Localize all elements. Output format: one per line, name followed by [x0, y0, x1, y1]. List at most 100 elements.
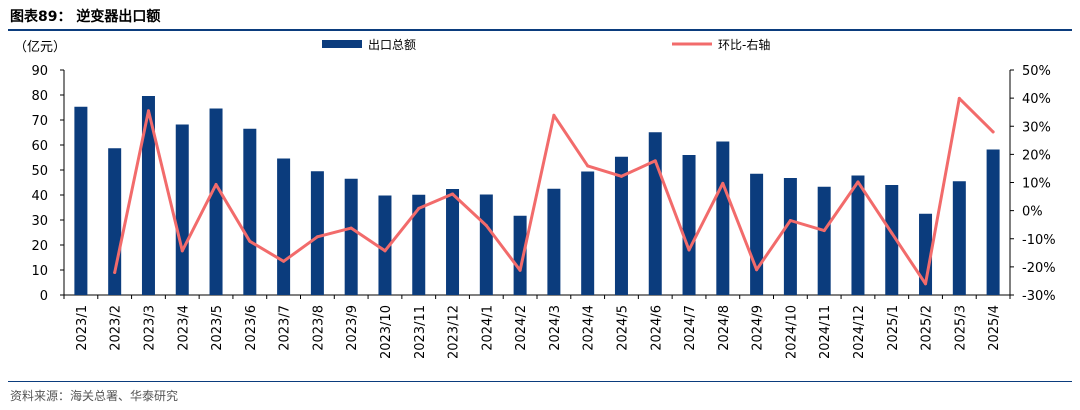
- y-left-tick-label: 10: [31, 264, 48, 279]
- y-right-tick-label: 10%: [1022, 177, 1051, 192]
- bar-2023/9: [344, 178, 358, 295]
- y-left-tick-label: 0: [40, 289, 48, 304]
- y-right-tick-label: 50%: [1022, 64, 1051, 79]
- x-tick-label: 2024/1: [480, 305, 495, 351]
- y-left-tick-label: 40: [31, 189, 48, 204]
- y-left-tick-label: 70: [31, 114, 48, 129]
- x-tick-label: 2023/3: [142, 305, 157, 351]
- x-tick-label: 2024/9: [751, 305, 766, 351]
- bar-2023/12: [446, 189, 460, 295]
- x-tick-label: 2023/5: [210, 305, 225, 351]
- x-tick-label: 2024/3: [548, 305, 563, 351]
- mom-point-2023/3: [146, 109, 150, 113]
- bar-2024/5: [614, 156, 628, 295]
- mom-point-2023/2: [113, 271, 117, 274]
- y-right-tick-label: 0%: [1022, 205, 1043, 220]
- bar-2024/12: [851, 175, 865, 295]
- y-left-tick-label: 30: [31, 214, 48, 229]
- y-left-tick-label: 20: [31, 239, 48, 254]
- bar-2024/10: [783, 178, 797, 295]
- title-rule: [8, 29, 1072, 31]
- left-unit-group: （亿元）: [14, 40, 66, 55]
- x-tick-label: 2023/7: [278, 305, 293, 351]
- mom-point-2023/7: [282, 259, 286, 263]
- x-tick-label: 2024/4: [582, 305, 597, 351]
- legend-line-label: 环比-右轴: [718, 37, 770, 52]
- bar-2025/4: [986, 149, 1000, 295]
- x-tick-label: 2023/12: [447, 305, 462, 359]
- bar-2023/4: [175, 124, 189, 295]
- bar-2025/2: [919, 213, 933, 295]
- mom-point-2024/10: [788, 218, 792, 222]
- bar-2023/6: [243, 128, 257, 295]
- mom-point-2025/1: [890, 231, 894, 235]
- mom-point-2024/8: [721, 181, 725, 185]
- bar-2024/8: [716, 141, 730, 295]
- x-tick-label: 2025/2: [920, 305, 935, 351]
- y-left-tick-label: 90: [31, 64, 48, 79]
- x-tick-label: 2023/8: [311, 305, 326, 351]
- mom-point-2023/6: [248, 239, 252, 243]
- bar-2024/1: [479, 194, 493, 295]
- y-right-tick-label: 20%: [1022, 148, 1051, 163]
- bar-2024/4: [581, 171, 595, 295]
- y-left-tick-label: 60: [31, 139, 48, 154]
- mom-point-2023/10: [383, 249, 387, 253]
- y-right-tick-label: -20%: [1022, 261, 1056, 276]
- bar-2024/7: [682, 155, 696, 295]
- mom-point-2023/8: [315, 235, 319, 239]
- x-tick-label: 2025/3: [953, 305, 968, 351]
- x-tick-label: 2024/12: [852, 305, 867, 359]
- y-right-tick-label: 30%: [1022, 120, 1051, 135]
- axes-layer: [60, 69, 1014, 299]
- mom-point-2024/6: [653, 159, 657, 163]
- labels-layer: 0 10 20 30 40 50 60 70 80 90 -30% -20% -10% 0% 10% 20% 3…: [31, 64, 1055, 359]
- mom-point-2024/9: [755, 268, 759, 272]
- mom-point-2024/1: [484, 224, 488, 228]
- x-tick-label: 2024/6: [649, 305, 664, 351]
- x-tick-label: 2024/11: [818, 305, 833, 359]
- y-right-tick-label: -10%: [1022, 233, 1056, 248]
- x-tick-label: 2023/9: [345, 305, 360, 351]
- bar-2024/6: [648, 132, 662, 295]
- mom-point-2024/11: [822, 229, 826, 233]
- x-tick-label: 2023/1: [75, 305, 90, 351]
- x-tick-label: 2024/5: [615, 305, 630, 351]
- mom-point-2024/3: [552, 113, 556, 117]
- left-unit-label: （亿元）: [14, 40, 66, 55]
- mom-point-2023/11: [417, 206, 421, 210]
- mom-point-2024/2: [518, 268, 522, 272]
- mom-point-2024/12: [856, 180, 860, 184]
- mom-point-2024/7: [687, 248, 691, 252]
- bottom-rule: [8, 381, 1072, 382]
- bars-layer: [74, 96, 1000, 295]
- x-tick-label: 2024/10: [784, 305, 799, 359]
- mom-point-2025/3: [957, 96, 961, 100]
- mom-point-2023/12: [451, 192, 455, 196]
- x-tick-label: 2023/11: [413, 305, 428, 359]
- mom-point-2024/5: [619, 174, 623, 178]
- legend-bar-label: 出口总额: [368, 38, 416, 52]
- y-left-tick-label: 50: [31, 164, 48, 179]
- bar-2023/3: [141, 96, 155, 295]
- bar-2025/3: [952, 181, 966, 295]
- bar-2023/5: [209, 108, 223, 295]
- x-tick-label: 2024/7: [683, 305, 698, 351]
- x-tick-label: 2025/4: [987, 305, 1002, 351]
- bar-2025/1: [885, 185, 899, 295]
- x-tick-label: 2024/8: [717, 305, 732, 351]
- legend: 出口总额 环比-右轴: [322, 37, 770, 52]
- mom-point-2025/4: [991, 130, 995, 134]
- mom-point-2025/2: [924, 282, 928, 286]
- bar-2023/8: [310, 171, 324, 295]
- x-tick-label: 2023/10: [379, 305, 394, 359]
- x-tick-label: 2025/1: [886, 305, 901, 351]
- y-right-tick-label: -30%: [1022, 289, 1056, 304]
- x-tick-label: 2023/4: [176, 305, 191, 351]
- mom-point-2023/5: [214, 182, 218, 186]
- mom-point-2024/4: [586, 164, 590, 168]
- mom-point-2023/9: [349, 226, 353, 230]
- mom-point-2023/4: [180, 249, 184, 253]
- bar-2023/10: [378, 195, 392, 295]
